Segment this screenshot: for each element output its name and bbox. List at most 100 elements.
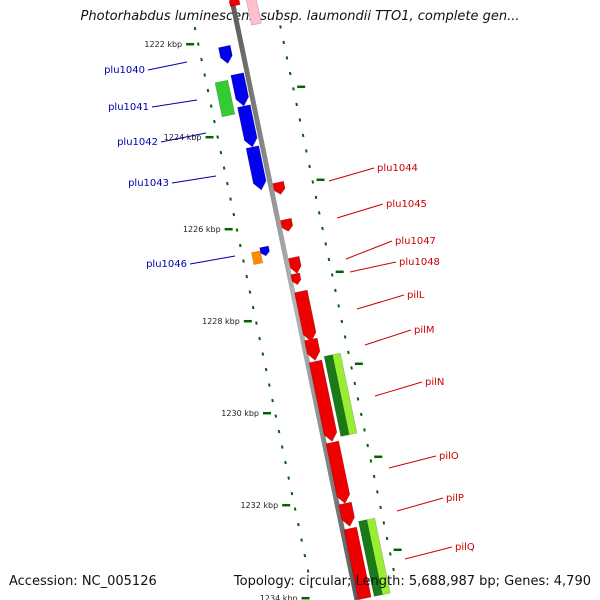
genome-stats-text: Topology: circular; Length: 5,688,987 bp…	[233, 574, 591, 589]
minor-tick	[297, 522, 300, 527]
gene-label-reverse[interactable]: pilM	[414, 325, 435, 336]
leader-line	[388, 455, 437, 469]
gene-pink[interactable]	[245, 0, 262, 26]
gene-label-reverse[interactable]: pilN	[425, 377, 444, 388]
minor-tick	[203, 73, 207, 77]
gene-pilN-green[interactable]	[323, 354, 350, 437]
gene-label-reverse[interactable]: pilQ	[455, 542, 475, 553]
minor-tick	[300, 538, 303, 542]
minor-tick	[392, 567, 395, 572]
minor-tick	[200, 57, 203, 62]
minor-tick	[209, 104, 213, 108]
gene-label-reverse[interactable]: pilL	[407, 290, 425, 301]
minor-tick	[255, 321, 258, 325]
gene-red[interactable]	[228, 0, 241, 7]
minor-tick	[292, 87, 295, 91]
gene-label-forward[interactable]: plu1043	[128, 178, 169, 189]
backbone-group	[229, 0, 360, 600]
leader-line	[336, 203, 384, 219]
ruler-label: 1230 kbp	[221, 409, 259, 418]
ruler-label: 1228 kbp	[202, 317, 240, 326]
minor-tick	[275, 9, 279, 14]
gene-pilQ-lime[interactable]	[366, 517, 391, 596]
minor-tick	[321, 226, 324, 231]
minor-tick	[242, 259, 245, 263]
gene-plu1046[interactable]	[251, 250, 264, 265]
gene-plu1043a[interactable]	[237, 104, 259, 149]
leader-line	[189, 255, 236, 265]
minor-tick	[261, 352, 265, 356]
minor-tick	[290, 491, 294, 496]
gene-plu1041[interactable]	[214, 79, 236, 118]
gene-pilO[interactable]	[325, 440, 351, 505]
minor-tick	[245, 274, 249, 279]
minor-tick	[264, 367, 268, 372]
minor-tick	[274, 414, 278, 418]
gene-pilN[interactable]	[308, 359, 338, 443]
gene-pilQ[interactable]	[343, 526, 372, 600]
gene-pilM[interactable]	[304, 337, 322, 362]
gene-label-forward[interactable]: plu1042	[117, 137, 158, 148]
minor-tick	[285, 56, 289, 60]
minor-tick	[363, 428, 366, 432]
minor-tick	[232, 212, 236, 217]
gene-plu1046a[interactable]	[259, 245, 271, 257]
gene-label-forward[interactable]: plu1040	[104, 65, 145, 76]
minor-tick	[389, 552, 392, 556]
gene-plu1045[interactable]	[280, 217, 294, 232]
leader-line	[364, 329, 412, 346]
minor-tick	[258, 336, 261, 341]
gene-plu1048[interactable]	[290, 272, 302, 286]
minor-tick	[356, 397, 360, 401]
minor-tick	[229, 197, 232, 201]
gene-plu1040[interactable]	[218, 44, 233, 64]
gene-label-reverse[interactable]: plu1048	[399, 257, 440, 268]
leader-line	[349, 261, 397, 273]
minor-tick	[206, 88, 210, 93]
leader-line	[356, 294, 405, 310]
minor-tick	[359, 412, 363, 417]
minor-tick	[369, 459, 373, 463]
leader-line	[160, 132, 207, 143]
gene-pilL[interactable]	[294, 289, 318, 343]
gene-plu1042[interactable]	[230, 72, 250, 108]
minor-tick	[222, 166, 226, 170]
minor-tick	[327, 257, 331, 262]
minor-tick	[295, 102, 298, 107]
leader-line	[374, 381, 423, 397]
gene-plu1047[interactable]	[288, 255, 302, 274]
gene-label-reverse[interactable]: pilO	[439, 451, 459, 462]
gene-label-forward[interactable]: plu1041	[108, 102, 149, 113]
minor-tick	[314, 195, 318, 200]
minor-tick	[213, 119, 216, 124]
gene-pilN-lime[interactable]	[332, 352, 358, 436]
minor-tick	[226, 181, 229, 186]
ruler-label: 1222 kbp	[144, 40, 182, 49]
ruler-label: 1234 kbp	[260, 594, 298, 600]
minor-tick	[216, 135, 219, 139]
leader-line	[345, 240, 393, 260]
leader-line	[404, 546, 453, 560]
minor-tick	[287, 476, 290, 480]
gene-label-forward[interactable]: plu1046	[146, 259, 187, 270]
ruler-label: 1226 kbp	[183, 225, 221, 234]
leader-line	[171, 175, 217, 184]
minor-tick	[280, 445, 284, 449]
gene-label-reverse[interactable]: pilP	[446, 493, 464, 504]
gene-label-reverse[interactable]: plu1045	[386, 199, 427, 210]
minor-tick	[277, 429, 281, 434]
genes-group	[214, 0, 391, 600]
minor-tick	[193, 26, 197, 31]
minor-tick	[343, 335, 347, 339]
gene-label-reverse[interactable]: plu1047	[395, 236, 436, 247]
leader-line	[147, 61, 188, 71]
gene-plu1043b[interactable]	[245, 145, 268, 192]
gene-plu1044[interactable]	[272, 180, 286, 195]
gene-label-reverse[interactable]: plu1044	[377, 163, 418, 174]
minor-tick	[271, 398, 274, 403]
gene-pilQ-green[interactable]	[358, 519, 384, 597]
minor-tick	[235, 228, 239, 232]
minor-tick	[372, 474, 376, 479]
gene-pilP[interactable]	[338, 501, 357, 528]
